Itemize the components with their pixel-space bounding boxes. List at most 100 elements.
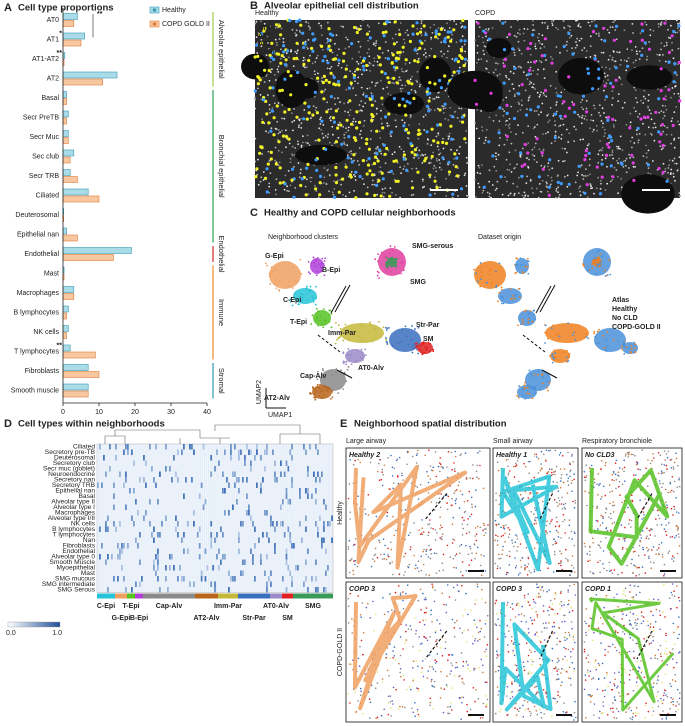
speck — [565, 44, 568, 46]
colorbar-label: 0.0 — [6, 630, 16, 637]
umap-point — [385, 256, 388, 259]
speck — [401, 474, 403, 477]
speck — [586, 144, 589, 147]
speck — [583, 470, 586, 473]
speck — [302, 59, 305, 62]
speck — [278, 23, 281, 25]
image-label: Healthy — [255, 10, 279, 17]
heatmap-cell — [274, 460, 276, 466]
speck — [434, 529, 437, 531]
speck — [387, 555, 390, 558]
speck — [411, 24, 415, 28]
speck — [634, 343, 637, 346]
speck — [600, 38, 603, 41]
speck — [654, 535, 656, 537]
speck — [641, 449, 644, 451]
speck — [578, 187, 580, 190]
speck — [629, 157, 631, 159]
speck — [334, 109, 338, 113]
umap-point — [291, 287, 294, 289]
speck — [443, 688, 446, 690]
speck — [554, 355, 556, 358]
speck — [472, 635, 474, 638]
speck — [564, 175, 566, 178]
panel-letter: E — [340, 418, 347, 430]
speck — [416, 70, 419, 73]
speck — [438, 153, 440, 156]
speck — [327, 133, 330, 136]
speck — [422, 54, 425, 56]
heatmap-cell — [230, 444, 232, 450]
speck — [655, 518, 657, 520]
umap-point — [289, 300, 292, 303]
umap-cluster — [340, 323, 384, 343]
heatmap-cell — [175, 471, 177, 477]
speck — [582, 108, 585, 111]
speck — [554, 140, 556, 143]
speck — [302, 117, 306, 121]
bar — [62, 149, 75, 157]
heatmap-cell — [250, 466, 252, 472]
speck — [650, 561, 652, 563]
speck — [269, 129, 273, 133]
speck — [515, 133, 517, 136]
speck — [303, 101, 307, 105]
category-label: AT1-AT2 — [32, 56, 59, 63]
column-label: SMG — [305, 603, 322, 610]
speck — [622, 538, 624, 540]
speck — [357, 27, 361, 31]
speck — [595, 261, 598, 264]
speck — [529, 108, 533, 112]
speck — [410, 115, 412, 118]
speck — [625, 157, 628, 160]
umap-point — [421, 352, 424, 354]
heatmap-cell — [250, 449, 252, 455]
speck — [370, 173, 375, 177]
speck — [656, 509, 659, 512]
speck — [612, 124, 615, 126]
speck — [392, 76, 396, 80]
umap-point — [311, 314, 314, 317]
speck — [293, 166, 295, 168]
heatmap-cell — [289, 570, 292, 576]
speck — [516, 264, 519, 266]
speck — [581, 174, 583, 176]
speck — [664, 60, 667, 63]
speck — [299, 172, 302, 175]
speck — [533, 126, 536, 128]
speck — [396, 458, 399, 460]
speck — [253, 55, 257, 59]
umap-point — [432, 348, 435, 351]
speck — [621, 468, 624, 470]
speck — [573, 544, 575, 547]
speck — [406, 131, 411, 135]
panel-letter: A — [4, 2, 12, 14]
speck — [326, 47, 330, 51]
speck — [384, 41, 387, 43]
speck — [447, 163, 450, 166]
umap-point — [385, 338, 387, 341]
speck — [263, 22, 266, 25]
group-label: Stromal — [217, 368, 226, 394]
umap-point — [359, 325, 362, 327]
speck — [268, 53, 272, 57]
speck — [647, 94, 650, 96]
speck — [491, 154, 495, 158]
heatmap-cell — [311, 493, 313, 499]
speck — [662, 147, 664, 150]
speck — [528, 80, 531, 83]
speck — [274, 26, 277, 29]
speck — [575, 128, 577, 131]
speck — [505, 158, 508, 161]
speck — [464, 510, 467, 513]
speck — [326, 42, 328, 44]
speck — [619, 161, 623, 165]
speck — [566, 361, 568, 363]
speck — [415, 79, 418, 82]
speck — [422, 675, 425, 678]
speck — [523, 191, 526, 194]
speck — [399, 79, 402, 81]
speck — [598, 149, 601, 152]
speck — [354, 80, 356, 83]
speck — [381, 177, 385, 181]
